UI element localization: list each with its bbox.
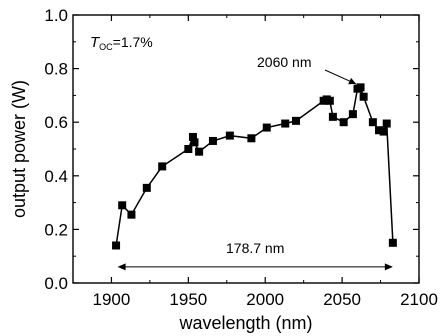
data-point <box>359 92 368 101</box>
annotations: TOC=1.7% 2060 nm 178.7 nm <box>90 34 393 271</box>
toc-subscript: OC <box>99 42 113 52</box>
x-tick-label: 2100 <box>400 290 438 309</box>
x-axis-title: wavelength (nm) <box>178 313 312 333</box>
data-point <box>142 183 151 192</box>
range-arrow <box>117 263 393 271</box>
data-point <box>188 132 197 141</box>
peak-arrow <box>324 69 357 85</box>
data-point <box>112 241 121 250</box>
data-point <box>208 136 217 145</box>
toc-value: =1.7% <box>113 34 153 50</box>
data-point <box>325 96 334 105</box>
data-point <box>356 83 365 92</box>
y-tick-label: 0.0 <box>44 274 68 293</box>
data-point <box>225 131 234 140</box>
data-point <box>291 116 300 125</box>
range-arrow-left-head <box>117 263 126 271</box>
y-tick-label: 0.6 <box>44 113 68 132</box>
data-point <box>379 127 388 136</box>
data-point <box>368 118 377 127</box>
data-point <box>262 123 271 132</box>
data-point <box>339 118 348 127</box>
y-tick-label: 0.4 <box>44 167 68 186</box>
data-point <box>158 162 167 171</box>
y-axis: 0.0 0.2 0.4 0.6 0.8 1.0 <box>44 6 419 293</box>
data-point <box>328 112 337 121</box>
data-point <box>348 110 357 119</box>
range-arrow-right-head <box>384 263 393 271</box>
peak-arrow-head <box>348 77 357 85</box>
x-tick-label: 2000 <box>246 290 284 309</box>
y-tick-label: 1.0 <box>44 6 68 25</box>
x-tick-label: 1950 <box>169 290 207 309</box>
data-point <box>382 119 391 128</box>
y-tick-label: 0.8 <box>44 60 68 79</box>
toc-prefix: T <box>90 34 101 51</box>
data-point <box>127 210 136 219</box>
y-axis-title: output power (W) <box>9 80 29 218</box>
data-point <box>388 238 397 247</box>
data-point <box>190 138 199 147</box>
data-point <box>195 147 204 156</box>
x-tick-label: 1900 <box>93 290 131 309</box>
x-axis: 1900 1950 2000 2050 2100 <box>72 15 438 309</box>
peak-label: 2060 nm <box>257 54 311 70</box>
series-markers <box>112 83 397 250</box>
y-tick-label: 0.2 <box>44 220 68 239</box>
data-point <box>375 126 384 135</box>
range-label: 178.7 nm <box>226 240 284 256</box>
data-point <box>184 145 193 153</box>
data-point <box>281 119 290 128</box>
data-point <box>247 134 256 143</box>
toc-annotation: TOC=1.7% <box>90 34 153 52</box>
data-point <box>118 201 127 210</box>
x-tick-label: 2050 <box>323 290 361 309</box>
